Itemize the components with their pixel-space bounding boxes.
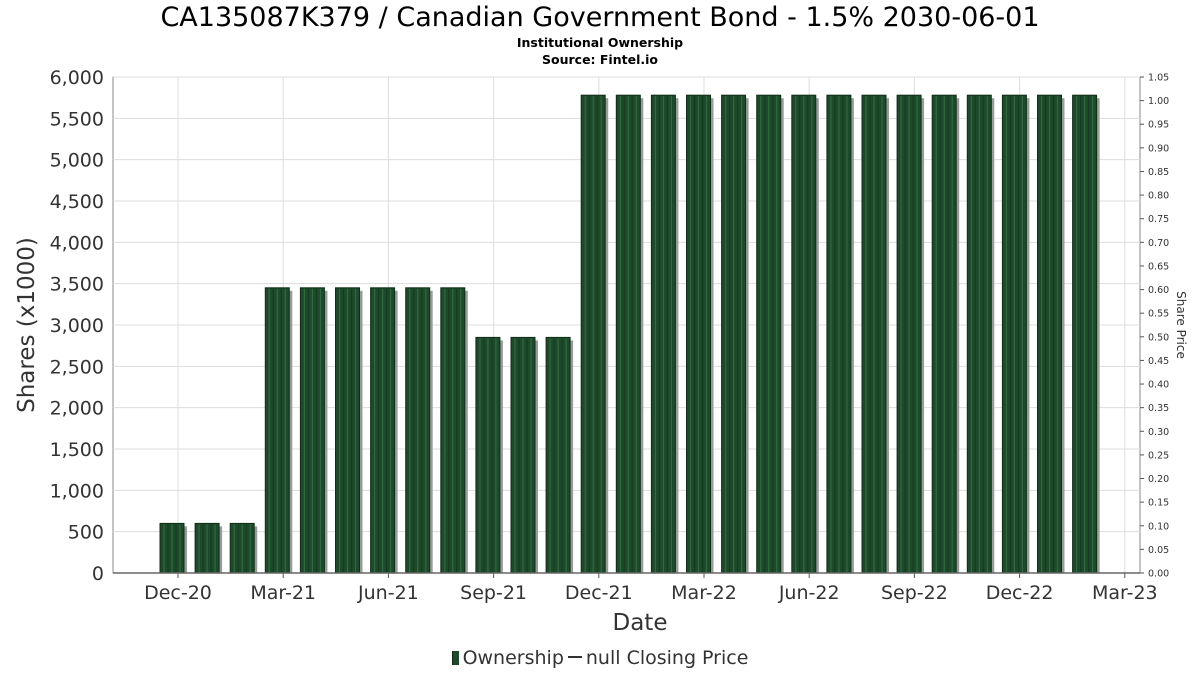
- y2-tick-label: 1.00: [1148, 96, 1169, 107]
- y2-tick-label: 0.10: [1148, 521, 1169, 532]
- y-tick-label: 1,000: [50, 480, 104, 502]
- y2-tick-label: 0.15: [1148, 498, 1169, 509]
- y-tick-label: 2,500: [50, 356, 104, 378]
- y-tick-label: 0: [92, 563, 104, 585]
- y-tick-label: 4,000: [50, 232, 104, 254]
- x-tick-label: Dec-20: [144, 582, 212, 604]
- y-tick-label: 5,000: [50, 150, 104, 172]
- y-tick-label: 5,500: [50, 108, 104, 130]
- y2-tick-label: 0.70: [1148, 238, 1169, 249]
- y2-tick-label: 0.60: [1148, 285, 1169, 296]
- y-tick-label: 2,000: [50, 398, 104, 420]
- y-tick-label: 3,500: [50, 274, 104, 296]
- x-tick-label: Dec-22: [986, 582, 1054, 604]
- y2-tick-label: 0.35: [1148, 403, 1169, 414]
- y2-tick-label: 0.85: [1148, 167, 1169, 178]
- x-tick-label: Sep-22: [881, 582, 948, 604]
- x-tick-label: Dec-21: [565, 582, 633, 604]
- y-tick-label: 3,000: [50, 315, 104, 337]
- y-axis-label: Shares (x1000): [14, 237, 40, 413]
- y2-tick-label: 0.20: [1148, 474, 1169, 485]
- ownership-legend-swatch: [451, 651, 459, 665]
- y-tick-label: 4,500: [50, 191, 104, 213]
- y2-tick-label: 0.30: [1148, 427, 1169, 438]
- y-tick-label: 500: [68, 522, 104, 544]
- y2-tick-label: 1.05: [1148, 73, 1169, 84]
- y-tick-label: 1,500: [50, 439, 104, 461]
- y2-tick-label: 0.00: [1148, 569, 1169, 580]
- y2-tick-label: 0.40: [1148, 380, 1169, 391]
- x-axis-label: Date: [613, 610, 668, 636]
- y2-tick-label: 0.50: [1148, 332, 1169, 343]
- chart-subtitle: Institutional Ownership: [516, 35, 684, 50]
- y2-tick-label: 0.75: [1148, 214, 1169, 225]
- x-tick-label: Jun-22: [778, 582, 840, 604]
- x-tick-label: Mar-21: [250, 582, 316, 604]
- chart-source: Source: Fintel.io: [542, 52, 658, 67]
- price-legend-swatch: [567, 656, 582, 658]
- y-tick-label: 6,000: [50, 67, 104, 89]
- ownership-chart: 0 500 1,000 1,500 2,000 2,500 3,000 3,500 4,000 4…: [14, 67, 1188, 636]
- y2-axis-label: Share Price: [1174, 291, 1188, 359]
- y2-tick-label: 0.45: [1148, 356, 1169, 367]
- x-tick-label: Sep-21: [460, 582, 527, 604]
- y2-tick-label: 0.65: [1148, 261, 1169, 272]
- x-tick-label: Jun-21: [357, 582, 419, 604]
- y2-tick-label: 0.80: [1148, 191, 1169, 202]
- chart-legend: Ownership null Closing Price: [0, 647, 1200, 669]
- x-tick-label: Mar-23: [1092, 582, 1158, 604]
- y2-tick-label: 0.25: [1148, 450, 1169, 461]
- price-legend-label: null Closing Price: [585, 647, 749, 669]
- y2-tick-label: 0.55: [1148, 309, 1169, 320]
- y2-tick-label: 0.95: [1148, 120, 1169, 131]
- x-tick-label: Mar-22: [671, 582, 737, 604]
- chart-title: CA135087K379 / Canadian Government Bond …: [160, 2, 1040, 33]
- y2-tick-label: 0.05: [1148, 545, 1169, 556]
- y2-tick-label: 0.90: [1148, 143, 1169, 154]
- ownership-legend-label: Ownership: [462, 647, 564, 669]
